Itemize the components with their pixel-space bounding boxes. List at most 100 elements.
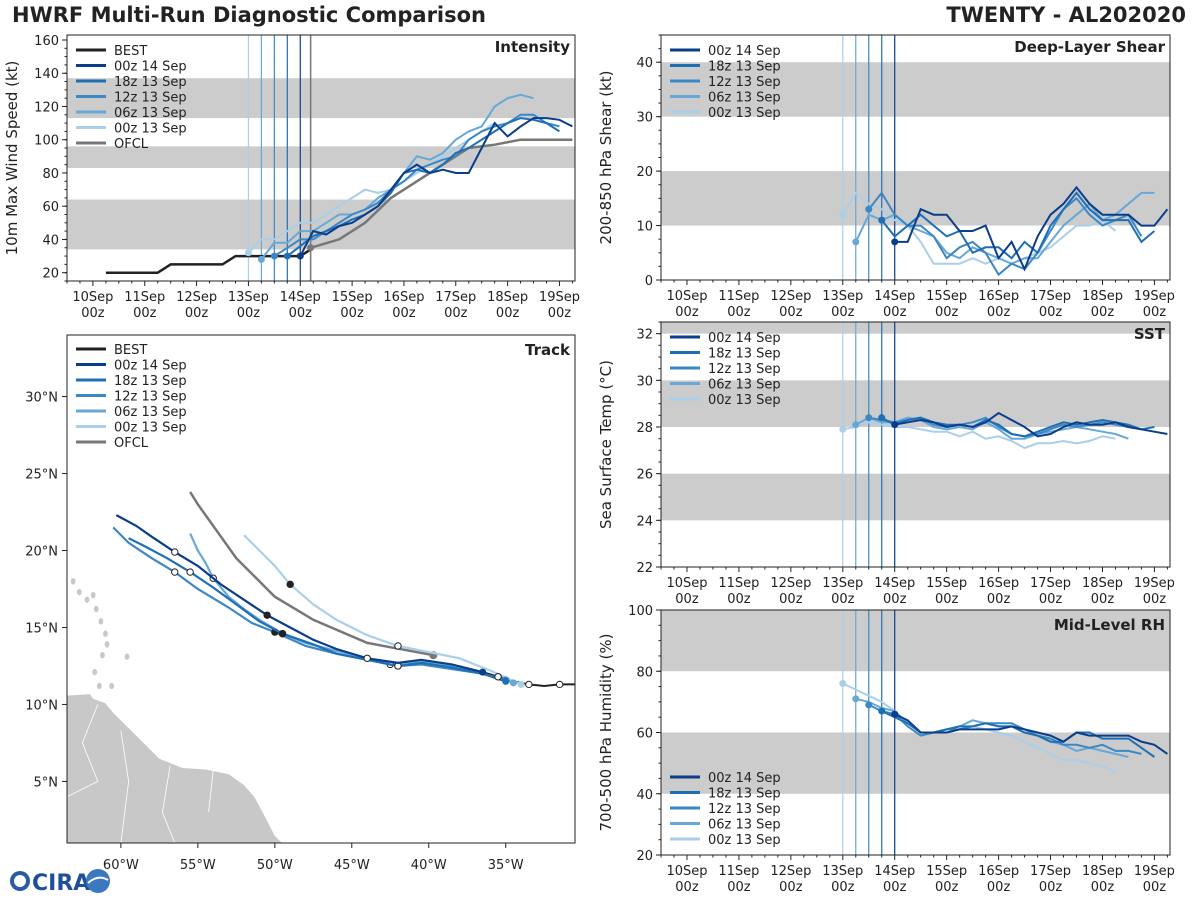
rh-xtick-day: 11Sep <box>718 864 759 879</box>
rh-legend-label: 06z 13 Sep <box>708 818 781 833</box>
sst-series-start-marker <box>839 425 847 433</box>
rh-panel: 2040608010010Sep00z11Sep00z12Sep00z13Sep… <box>597 604 1175 895</box>
sst-series-line <box>842 421 1116 450</box>
shear-legend-label: 06z 13 Sep <box>708 91 781 106</box>
land-island <box>90 591 96 599</box>
track-legend-label: OFCL <box>114 436 149 451</box>
land-island <box>70 578 76 585</box>
track-series-start-marker <box>479 668 487 676</box>
track-time-marker <box>278 629 287 638</box>
shear-series-line <box>841 191 1117 265</box>
track-frame <box>66 334 576 844</box>
shear-plot-area <box>661 35 1170 280</box>
intensity-band <box>67 199 575 250</box>
rh-xtick-hour: 00z <box>727 880 751 895</box>
shear-ytick-label: 10 <box>636 220 653 235</box>
rh-legend-label: 12z 13 Sep <box>708 802 781 817</box>
shear-xtick-day: 18Sep <box>1082 289 1123 304</box>
intensity-xtick-day: 14Sep <box>280 290 321 305</box>
rh-xtick-day: 17Sep <box>1030 864 1071 879</box>
track-title: Track <box>525 341 571 359</box>
shear-series-start-marker <box>891 238 899 246</box>
intensity-xtick-hour: 00z <box>444 306 468 321</box>
rh-xtick-hour: 00z <box>831 880 855 895</box>
intensity-xtick-day: 18Sep <box>487 290 528 305</box>
rh-xtick-day: 19Sep <box>1134 864 1175 879</box>
rh-series-line <box>868 703 1142 755</box>
sst-legend-label: 18z 13 Sep <box>708 347 781 362</box>
intensity-xtick-day: 15Sep <box>332 290 373 305</box>
shear-ylabel: 200-850 hPa Shear (kt) <box>597 71 615 245</box>
track-time-marker <box>363 654 371 662</box>
track-series-line <box>243 534 522 686</box>
sst-ytick-label: 24 <box>636 514 653 529</box>
sst-xtick-hour: 00z <box>987 592 1011 607</box>
shear-xtick-day: 10Sep <box>666 289 707 304</box>
track-xtick-label: 60°W <box>103 858 139 873</box>
rh-ytick-label: 20 <box>636 849 653 864</box>
logo-text: CIRA <box>32 871 90 896</box>
sst-ytick-label: 22 <box>636 561 653 576</box>
rh-xtick-hour: 00z <box>935 880 959 895</box>
intensity-ytick-label: 60 <box>42 200 59 215</box>
intensity-ytick-label: 120 <box>34 100 59 115</box>
shear-band <box>661 62 1170 117</box>
rh-plot-area <box>661 610 1170 855</box>
rh-xtick-hour: 00z <box>1091 880 1115 895</box>
storm-name: TWENTY - AL202020 <box>946 3 1186 27</box>
intensity-series-start-marker <box>270 252 278 260</box>
rh-xtick-day: 12Sep <box>770 864 811 879</box>
cira-logo-mark: CIRA <box>10 869 110 896</box>
land-island <box>124 653 130 660</box>
sst-xtick-hour: 00z <box>935 592 959 607</box>
track-plot-area <box>67 491 575 843</box>
track-time-marker <box>263 611 271 619</box>
rh-xtick-day: 15Sep <box>926 864 967 879</box>
track-series-line <box>112 526 506 681</box>
rh-xtick-day: 16Sep <box>978 864 1019 879</box>
shear-ytick-label: 30 <box>636 111 653 126</box>
sst-xtick-hour: 00z <box>779 592 803 607</box>
track-series-line <box>115 514 483 674</box>
land-island <box>104 641 110 648</box>
intensity-legend-label: 00z 13 Sep <box>114 122 187 137</box>
intensity-xtick-hour: 00z <box>340 306 364 321</box>
track-ytick-label: 20°N <box>25 545 58 560</box>
sst-ytick-label: 26 <box>636 468 653 483</box>
shear-xtick-day: 12Sep <box>770 289 811 304</box>
intensity-legend-label: OFCL <box>114 137 149 152</box>
intensity-series-start-marker <box>296 252 304 260</box>
sst-xtick-day: 18Sep <box>1082 576 1123 591</box>
sst-xtick-hour: 00z <box>883 592 907 607</box>
intensity-series-line <box>286 117 560 257</box>
intensity-xtick-hour: 00z <box>237 306 261 321</box>
track-xtick-label: 35°W <box>488 858 524 873</box>
sst-xtick-day: 15Sep <box>926 576 967 591</box>
intensity-series-line <box>247 122 496 254</box>
intensity-legend-label: 06z 13 Sep <box>114 106 187 121</box>
sst-xtick-day: 11Sep <box>718 576 759 591</box>
land-island <box>76 588 82 596</box>
intensity-legend-label: 18z 13 Sep <box>114 75 187 90</box>
rh-ytick-label: 100 <box>628 604 653 619</box>
shear-series-start-marker <box>852 238 860 246</box>
intensity-ytick-label: 80 <box>42 167 59 182</box>
intensity-ytick-label: 100 <box>34 134 59 149</box>
sst-xtick-day: 19Sep <box>1134 576 1175 591</box>
sst-xtick-hour: 00z <box>1091 592 1115 607</box>
intensity-ytick-label: 140 <box>34 67 59 82</box>
shear-xtick-hour: 00z <box>831 305 855 320</box>
rh-xtick-hour: 00z <box>1143 880 1167 895</box>
sst-xtick-day: 14Sep <box>874 576 915 591</box>
shear-ytick-label: 20 <box>636 165 653 180</box>
intensity-ytick-label: 40 <box>42 233 59 248</box>
rh-xtick-hour: 00z <box>987 880 1011 895</box>
intensity-plot-area <box>67 35 575 281</box>
land-border <box>161 765 176 843</box>
sst-band <box>661 473 1170 521</box>
shear-series-line <box>894 185 1169 272</box>
intensity-xtick-day: 10Sep <box>72 290 113 305</box>
track-time-marker <box>171 568 179 576</box>
shear-xtick-hour: 00z <box>1091 305 1115 320</box>
